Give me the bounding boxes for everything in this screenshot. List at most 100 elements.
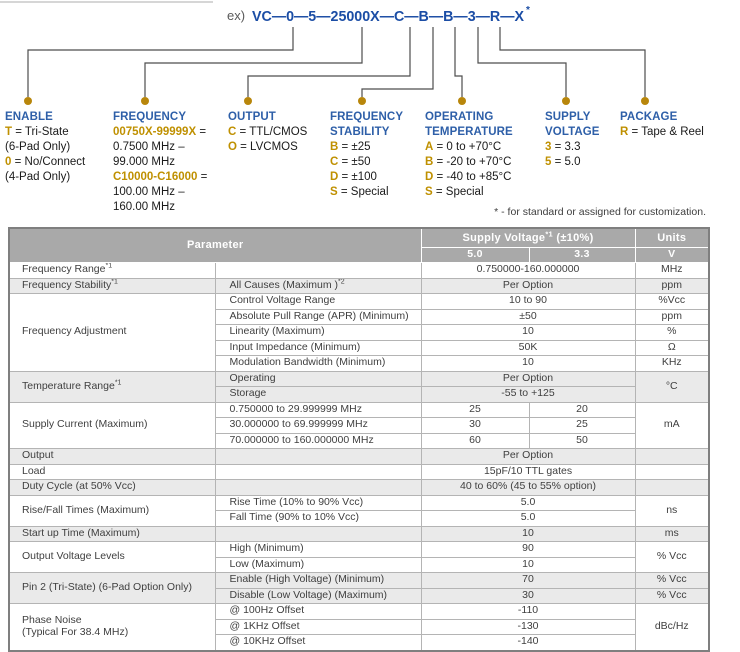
legend-entry: S = Special: [330, 186, 389, 198]
table-row: Storage -55 to +125: [9, 386, 709, 403]
value-cell: 90: [420, 541, 636, 558]
value-cell: 15pF/10 TTL gates: [420, 463, 636, 480]
part-number-star: *: [526, 5, 530, 16]
legend-entry: 160.00 MHz: [113, 201, 176, 213]
legend-entry: D = -40 to +85°C: [425, 171, 512, 183]
header-supply-voltage: Supply Voltage*1 (±10%): [420, 227, 636, 248]
units-cell: MHz: [634, 262, 710, 279]
connector-line-enable: [27, 27, 294, 97]
units-cell: ppm: [634, 308, 710, 325]
value-cell: Per Option: [420, 277, 636, 294]
subparam-cell: High (Minimum): [214, 541, 422, 558]
legend-entry: C10000-C16000 =: [113, 171, 208, 183]
legend-column-package: PACKAGE R = Tape & Reel: [620, 110, 735, 140]
value-cell-3v3: 25: [528, 417, 636, 434]
value-cell-5v: 25: [420, 401, 530, 418]
param-cell: Frequency Stability*1: [8, 277, 216, 294]
legend-column-supply-voltage: SUPPLY VOLTAGE 3 = 3.3 5 = 5.0: [545, 110, 620, 170]
subparam-cell: Enable (High Voltage) (Minimum): [214, 572, 422, 589]
subparam-cell: Control Voltage Range: [214, 293, 422, 310]
value-cell: -55 to +125: [420, 386, 636, 403]
table-row: Rise/Fall Times (Maximum) Rise Time (10%…: [8, 494, 710, 527]
legend-entry: 0.7500 MHz –: [113, 141, 185, 153]
subparam-cell: Linearity (Maximum): [214, 324, 422, 341]
subparam-cell: Absolute Pull Range (APR) (Minimum): [214, 308, 422, 325]
units-cell: [634, 479, 710, 496]
param-cell: Output Voltage Levels: [8, 541, 216, 573]
subparam-cell: @ 1KHz Offset: [214, 618, 422, 635]
legend-dot-frequency: [141, 97, 149, 105]
units-cell: °C: [634, 370, 710, 403]
units-cell: dBc/Hz: [634, 603, 710, 651]
table-row: Input Impedance (Minimum) 50K Ω: [9, 339, 710, 356]
part-number-connector-diagram: ex) VC—0—5—25000X—C—B—B—3—R—X *: [24, 5, 649, 105]
param-cell: Duty Cycle (at 50% Vcc): [8, 479, 216, 496]
page-edge-line: [0, 1, 213, 3]
table-row: Frequency Stability*1 All Causes (Maximu…: [8, 277, 710, 294]
legend-entry: S = Special: [425, 186, 484, 198]
header-3v3: 3.3: [528, 247, 636, 263]
legend-entry: O = LVCMOS: [228, 141, 298, 153]
subparam-cell: Modulation Bandwidth (Minimum): [214, 355, 422, 372]
header-units: Units: [634, 227, 710, 248]
subparam-cell: [214, 262, 422, 279]
legend-column-output: OUTPUT C = TTL/CMOS O = LVCMOS: [228, 110, 328, 155]
value-cell: 10: [420, 556, 636, 573]
legend-entry: (4-Pad Only): [5, 171, 71, 183]
legend-dot-supply-voltage: [562, 97, 570, 105]
connector-line-frequency-stability: [361, 27, 434, 97]
legend-dot-operating-temperature: [458, 97, 466, 105]
value-cell-5v: 60: [420, 432, 530, 449]
legend-entry: A = 0 to +70°C: [425, 141, 502, 153]
connector-line-frequency: [144, 27, 363, 97]
value-cell: 10: [420, 525, 636, 542]
table-row: Temperature Range*1 Operating Per Option…: [8, 370, 710, 403]
units-cell: ppm: [634, 277, 710, 294]
subparam-cell: Operating: [214, 370, 422, 387]
legend-column-frequency-stability: FREQUENCY STABILITY B = ±25 C = ±50 D = ±…: [330, 110, 425, 200]
legend-title: ENABLE: [5, 111, 53, 123]
legend-entry: 99.000 MHz: [113, 156, 176, 168]
value-cell: 0.750000-160.000000: [420, 262, 636, 279]
subparam-cell: [214, 479, 422, 496]
table-row: Low (Maximum) 10: [9, 556, 709, 573]
units-cell: %Vcc: [634, 293, 710, 310]
legend-title: FREQUENCY STABILITY: [330, 111, 404, 138]
subparam-cell: 0.750000 to 29.999999 MHz: [214, 401, 422, 418]
table-row: Pin 2 (Tri-State) (6-Pad Option Only) En…: [8, 572, 710, 604]
units-cell: KHz: [634, 355, 710, 372]
table-row: Fall Time (90% to 10% Vcc) 5.0: [9, 510, 709, 527]
value-cell: Per Option: [420, 448, 636, 465]
units-cell: % Vcc: [634, 587, 710, 604]
header-5v: 5.0: [420, 247, 530, 263]
table-row: Duty Cycle (at 50% Vcc) 40 to 60% (45 to…: [8, 479, 710, 496]
subparam-cell: [214, 525, 422, 542]
connector-line-package: [499, 27, 646, 97]
legend-entry: R = Tape & Reel: [620, 126, 704, 138]
value-cell-3v3: 50: [528, 432, 636, 449]
value-cell: 70: [420, 572, 636, 589]
legend-entry: C = ±50: [330, 156, 371, 168]
value-cell: 10 to 90: [420, 293, 636, 310]
table-row: Frequency Adjustment Control Voltage Ran…: [8, 293, 710, 372]
connector-line-operating-temperature: [454, 27, 463, 97]
units-cell: ns: [634, 494, 710, 527]
legend-column-frequency: FREQUENCY 00750X-99999X = 0.7500 MHz – 9…: [113, 110, 226, 215]
legend-entry: (6-Pad Only): [5, 141, 71, 153]
param-cell: Frequency Range*1: [8, 262, 216, 279]
value-cell-5v: 30: [420, 417, 530, 434]
subparam-cell: @ 10KHz Offset: [214, 634, 422, 651]
connector-line-output: [247, 27, 411, 97]
legend-entry: C = TTL/CMOS: [228, 126, 308, 138]
subparam-cell: All Causes (Maximum )*2: [214, 277, 422, 294]
legend-title: OPERATING TEMPERATURE: [425, 111, 513, 138]
subparam-cell: Input Impedance (Minimum): [214, 339, 422, 356]
units-cell: % Vcc: [634, 572, 710, 589]
units-cell: mA: [634, 401, 710, 449]
subparam-cell: [214, 448, 422, 465]
legend-entry: T = Tri-State: [5, 126, 69, 138]
legend-column-operating-temperature: OPERATING TEMPERATURE A = 0 to +70°C B = …: [425, 110, 537, 200]
value-cell-3v3: 20: [528, 401, 636, 418]
table-row: Frequency Range*1 0.750000-160.000000 MH…: [8, 262, 710, 279]
legend-title: OUTPUT: [228, 111, 276, 123]
